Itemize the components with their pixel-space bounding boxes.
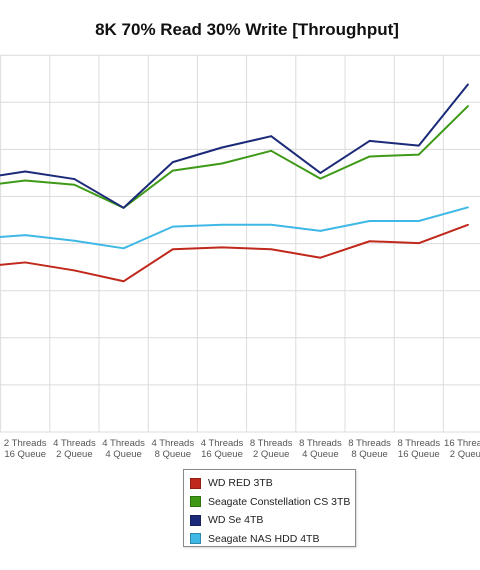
series-line-wd-red-3tb: [0, 223, 469, 283]
data-point: [73, 239, 76, 242]
data-point: [221, 146, 223, 149]
data-point: [467, 83, 469, 86]
legend-swatch: [190, 514, 201, 526]
data-point: [221, 162, 223, 165]
x-tick-label: 2 Queue: [56, 449, 92, 460]
data-point: [319, 229, 322, 232]
data-point: [122, 247, 125, 250]
chart-title: 8K 70% Read 30% Write [Throughput]: [95, 20, 399, 39]
legend-label: Seagate NAS HDD 4TB: [208, 532, 320, 545]
legend-item: Seagate Constellation CS 3TB: [188, 493, 355, 512]
data-point: [319, 172, 322, 174]
series-line-seagate-constellation-cs-3tb: [0, 105, 469, 209]
data-point: [417, 144, 420, 147]
x-tick-label: 16 Queue: [201, 449, 243, 460]
x-tick-label: 2 Queue: [253, 449, 289, 460]
data-point: [368, 155, 371, 158]
data-point: [122, 280, 125, 283]
x-tick-label: 4 Threads: [201, 438, 244, 449]
x-tick-label: 4 Threads: [102, 438, 145, 449]
data-point: [270, 223, 273, 226]
data-point: [467, 105, 469, 107]
legend-label: WD RED 3TB: [208, 477, 273, 490]
data-point: [24, 179, 27, 182]
x-tick-label: 8 Queue: [351, 449, 387, 460]
grid-lines: [0, 54, 480, 433]
legend-label: WD Se 4TB: [208, 514, 264, 527]
x-tick-label: 8 Threads: [250, 438, 293, 449]
legend-item: Seagate NAS HDD 4TB: [188, 530, 355, 549]
data-point: [171, 225, 174, 228]
legend: WD RED 3TB Seagate Constellation CS 3TB WD…: [183, 469, 356, 547]
data-point: [270, 149, 273, 152]
data-point: [73, 269, 76, 272]
data-point: [368, 220, 371, 222]
x-tick-label: 8 Threads: [299, 438, 342, 449]
x-tick-label: 16 Threads: [444, 438, 480, 449]
legend-swatch: [190, 496, 201, 508]
data-point: [221, 223, 223, 226]
data-point: [417, 242, 420, 245]
legend-swatch: [190, 477, 201, 489]
data-point: [319, 177, 322, 180]
data-point: [319, 256, 322, 259]
data-point: [417, 220, 420, 222]
data-point: [368, 140, 371, 142]
x-tick-label: 2 Queue: [450, 449, 480, 460]
data-point: [171, 169, 174, 172]
x-tick-label: 8 Queue: [155, 449, 191, 460]
legend-label: Seagate Constellation CS 3TB: [208, 495, 351, 508]
data-point: [24, 234, 27, 237]
x-tick-label: 4 Queue: [302, 449, 338, 460]
data-point: [368, 240, 371, 243]
data-point: [417, 153, 420, 156]
data-point: [171, 248, 174, 251]
data-point: [171, 161, 174, 164]
x-tick-label: 8 Threads: [348, 438, 391, 449]
x-tick-label: 16 Queue: [398, 449, 440, 460]
data-point: [122, 206, 125, 209]
x-tick-label: 8 Threads: [397, 438, 440, 449]
legend-item: WD RED 3TB: [188, 474, 355, 493]
data-point: [73, 183, 76, 186]
data-point: [221, 246, 223, 249]
data-point: [73, 178, 76, 180]
data-point: [467, 206, 469, 209]
data-point: [24, 261, 27, 264]
series-line-wd-se-4tb: [0, 83, 469, 209]
x-tick-label: 4 Queue: [105, 449, 141, 460]
data-point: [270, 135, 273, 138]
data-point: [467, 223, 469, 226]
x-tick-label: 16 Queue: [4, 449, 46, 460]
x-tick-label: 4 Threads: [151, 438, 194, 449]
data-point: [270, 248, 273, 251]
x-tick-label: 4 Threads: [53, 438, 96, 449]
legend-swatch: [190, 533, 201, 545]
legend-item: WD Se 4TB: [188, 511, 355, 530]
series-layer: [0, 83, 469, 283]
x-tick-label: 2 Threads: [4, 438, 47, 449]
data-point: [24, 170, 27, 173]
